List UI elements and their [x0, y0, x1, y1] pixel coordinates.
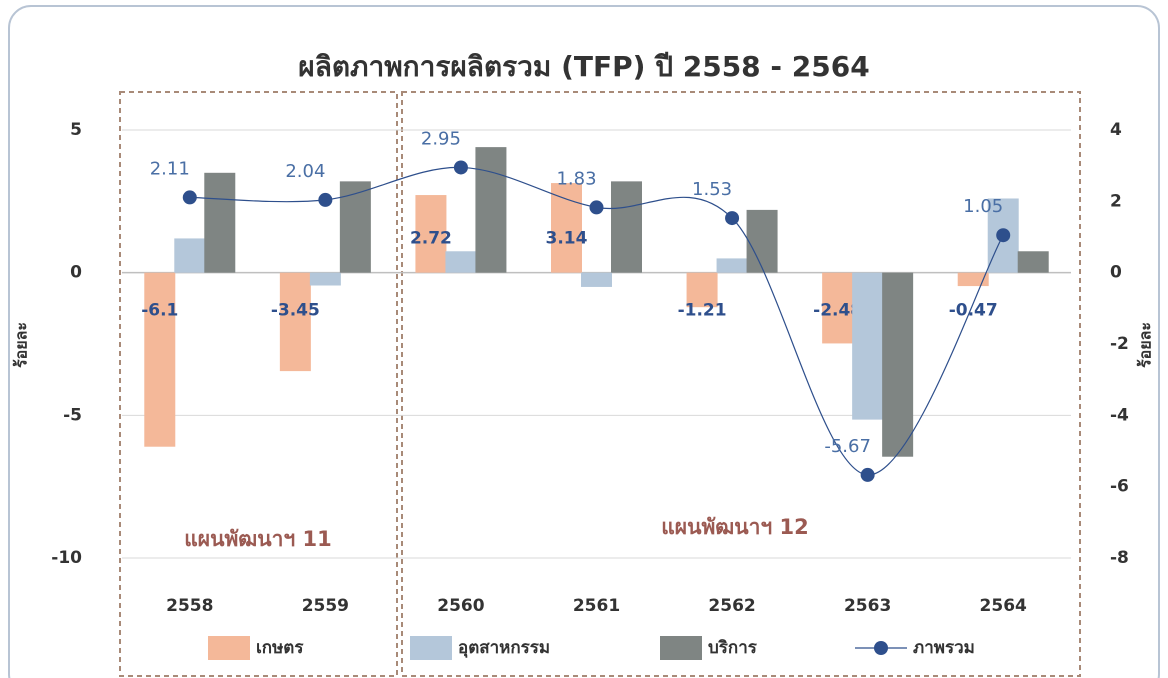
legend-label: อุตสาหกรรม [458, 638, 550, 658]
bar-label: -1.21 [678, 301, 727, 321]
y2-axis-label: ร้อยละ [1136, 322, 1155, 368]
bar [957, 272, 989, 287]
legend-marker [874, 641, 888, 655]
line-point [725, 211, 740, 226]
line-point [182, 190, 197, 205]
y2-tick-label: -8 [1110, 548, 1129, 568]
bar-label: -0.47 [949, 301, 998, 321]
y-tick-label: -10 [51, 548, 82, 568]
line-label: -5.67 [824, 436, 871, 457]
bar [882, 272, 914, 457]
bar [746, 209, 778, 273]
bar [309, 272, 341, 286]
x-tick-label: 2564 [980, 596, 1027, 616]
line-point [860, 467, 875, 482]
legend-label: บริการ [708, 638, 758, 658]
x-tick-label: 2561 [573, 596, 620, 616]
line-label: 1.05 [963, 196, 1003, 217]
legend-label: เกษตร [256, 638, 304, 658]
line-point [996, 228, 1011, 243]
line-label: 2.04 [285, 161, 325, 182]
legend-swatch [208, 636, 250, 660]
line-point [318, 192, 333, 207]
line-label: 2.11 [150, 158, 190, 179]
plan-12-box [401, 91, 1081, 677]
y-tick-label: -5 [63, 405, 82, 425]
bar-label: 2.72 [410, 229, 452, 249]
bar [611, 181, 642, 273]
line [189, 166, 1004, 476]
line-label: 2.95 [421, 128, 461, 149]
y2-tick-label: -6 [1110, 477, 1129, 497]
bar [279, 272, 311, 372]
bar [415, 195, 447, 273]
x-tick-label: 2563 [844, 596, 891, 616]
y2-tick-label: 0 [1110, 263, 1122, 283]
y-tick-label: 5 [70, 120, 82, 140]
line-point [453, 160, 468, 175]
chart-frame [8, 5, 1160, 678]
bar [581, 272, 612, 287]
line-label: 1.83 [556, 168, 596, 189]
bar-label: 3.14 [546, 229, 588, 249]
bar-label: -6.1 [141, 301, 178, 321]
bar [339, 181, 371, 273]
y2-tick-label: 2 [1110, 191, 1122, 211]
x-tick-label: 2558 [166, 596, 213, 616]
x-tick-label: 2562 [708, 596, 755, 616]
chart-title: ผลิตภาพการผลิตรวม (TFP) ปี 2558 - 2564 [298, 50, 869, 83]
bar [445, 251, 477, 273]
annotation: แผนพัฒนาฯ 12 [661, 515, 808, 539]
bar [686, 272, 718, 308]
y-tick-label: 0 [70, 263, 82, 283]
bar-label: -2.48 [813, 301, 862, 321]
y2-tick-label: -2 [1110, 334, 1129, 354]
bar [174, 238, 206, 273]
annotation: แผนพัฒนาฯ 11 [184, 527, 331, 551]
x-tick-label: 2560 [437, 596, 484, 616]
bar [852, 272, 884, 420]
bar [1017, 251, 1049, 273]
bar [204, 172, 236, 273]
legend-swatch [410, 636, 452, 660]
bar [144, 272, 176, 447]
line-point [589, 200, 604, 215]
y2-tick-label: 4 [1110, 120, 1122, 140]
plan-11-box [119, 91, 398, 677]
x-tick-label: 2559 [302, 596, 349, 616]
legend-label: ภาพรวม [913, 638, 975, 658]
line-label: 1.53 [692, 179, 732, 200]
bar [822, 272, 854, 344]
bar [475, 147, 507, 273]
bar [716, 258, 748, 273]
bar [551, 183, 582, 273]
y-axis-label: ร้อยละ [12, 322, 31, 368]
y2-tick-label: -4 [1110, 405, 1129, 425]
legend-swatch [660, 636, 702, 660]
bar-label: -3.45 [271, 301, 320, 321]
